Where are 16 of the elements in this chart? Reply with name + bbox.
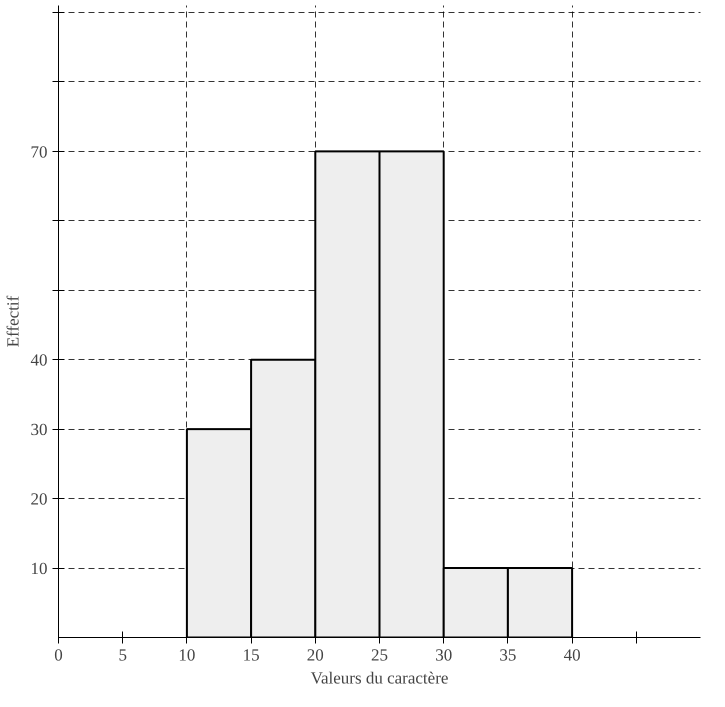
x-tick-label: 0 (54, 646, 63, 664)
y-tick-label: 20 (30, 490, 48, 509)
x-tick-label: 20 (306, 646, 324, 664)
x-axis-title: Valeurs du caractère (310, 668, 448, 688)
x-tick-label: 5 (118, 646, 127, 664)
x-tick-label: 15 (242, 646, 260, 664)
y-tick-label: 10 (30, 559, 48, 578)
y-tick-label: 70 (30, 142, 48, 162)
x-tick-label: 35 (499, 646, 516, 664)
y-tick-label: 40 (30, 350, 48, 370)
y-axis-title: Effectif (4, 295, 22, 348)
x-tick-label: 40 (564, 646, 581, 664)
x-tick-label: 30 (435, 646, 452, 664)
x-tick-label: 10 (178, 646, 196, 664)
x-tick-label: 25 (371, 646, 388, 664)
y-tick-label: 30 (30, 420, 48, 440)
